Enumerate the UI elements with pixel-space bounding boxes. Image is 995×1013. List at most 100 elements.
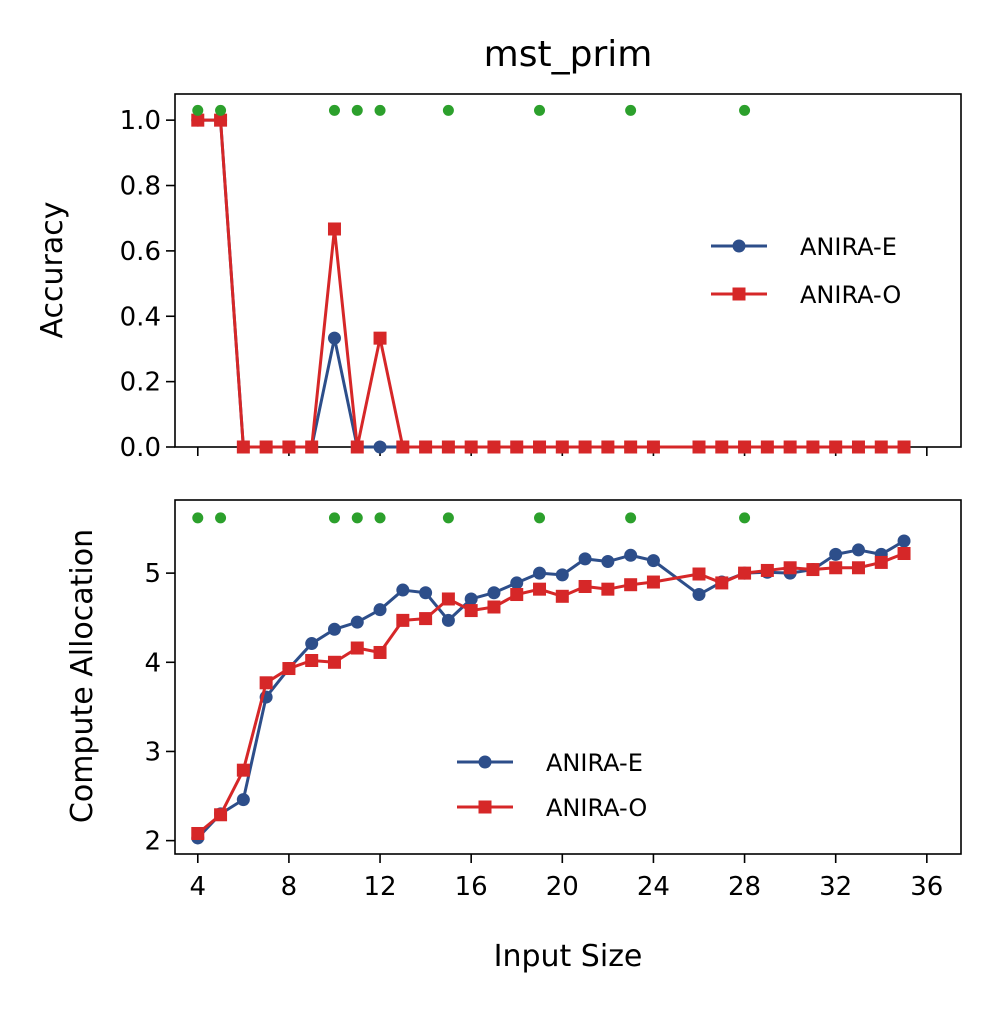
highlight-marker <box>215 104 227 116</box>
panel-0: 0.0 0.2 0.4 0.6 0.8 1.0 ANIRA-E ANIRA-O <box>120 93 962 463</box>
y-tick-label: 5 <box>144 559 161 589</box>
legend-marker-anira-o <box>732 287 746 301</box>
highlight-marker <box>739 512 751 524</box>
x-tick-label: 8 <box>281 872 298 902</box>
data-point-anira-o <box>897 440 911 454</box>
data-point-anira-o <box>441 592 455 606</box>
highlight-marker <box>442 512 454 524</box>
highlight-marker <box>739 104 751 116</box>
data-point-anira-o <box>305 440 319 454</box>
data-point-anira-o <box>396 613 410 627</box>
data-point-anira-e <box>692 588 706 602</box>
data-point-anira-o <box>874 440 888 454</box>
data-point-anira-e <box>441 613 455 627</box>
data-point-anira-o <box>555 589 569 603</box>
plot-frame <box>174 499 962 855</box>
legend-marker-anira-e <box>732 239 746 253</box>
data-point-anira-o <box>692 567 706 581</box>
data-point-anira-o <box>464 604 478 618</box>
chart-title: mst_prim <box>484 34 653 75</box>
data-point-anira-o <box>441 440 455 454</box>
data-point-anira-o <box>646 440 660 454</box>
highlight-marker <box>192 512 204 524</box>
series-line-anira-o <box>196 552 905 835</box>
data-point-anira-e <box>305 637 319 651</box>
data-point-anira-o <box>373 331 387 345</box>
data-point-anira-o <box>396 440 410 454</box>
y-tick-label: 1.0 <box>120 106 161 136</box>
data-point-anira-e <box>601 555 615 569</box>
x-tick-label: 32 <box>819 872 852 902</box>
data-point-anira-e <box>373 603 387 617</box>
series-line-anira-o <box>197 118 905 449</box>
legend-label-anira-e: ANIRA-E <box>800 233 897 261</box>
data-point-anira-e <box>555 568 569 582</box>
highlight-marker <box>328 104 340 116</box>
data-point-anira-o <box>236 763 250 777</box>
data-point-anira-o <box>282 662 296 676</box>
data-point-anira-o <box>715 440 729 454</box>
data-point-anira-e <box>487 586 501 600</box>
data-point-anira-o <box>829 440 843 454</box>
data-point-anira-o <box>692 440 706 454</box>
x-axis-label: Input Size <box>494 939 643 974</box>
data-point-anira-o <box>783 561 797 575</box>
panel-1: 2 3 4 5 4 8 12 16 20 24 28 32 36 ANIRA-E ANIRA-O <box>144 499 962 902</box>
x-tick-label: 4 <box>190 872 207 902</box>
data-point-anira-o <box>851 561 865 575</box>
data-point-anira-e <box>829 547 843 561</box>
data-point-anira-o <box>350 440 364 454</box>
y-tick-label: 2 <box>144 827 161 857</box>
x-tick-label: 36 <box>910 872 943 902</box>
y-tick-label: 0.2 <box>120 368 161 398</box>
x-tick-label: 28 <box>728 872 761 902</box>
data-point-anira-o <box>510 588 524 602</box>
highlight-marker <box>442 104 454 116</box>
accuracy-y-axis-label: Accuracy <box>35 202 70 339</box>
y-tick-label: 0.0 <box>120 433 161 463</box>
data-point-anira-o <box>191 826 205 840</box>
highlight-marker <box>215 512 227 524</box>
highlight-marker <box>625 512 637 524</box>
data-point-anira-o <box>601 440 615 454</box>
data-point-anira-e <box>533 566 547 580</box>
data-point-anira-e <box>464 592 478 606</box>
legend-label-anira-o: ANIRA-O <box>546 794 647 822</box>
data-point-anira-e <box>327 622 341 636</box>
data-point-anira-o <box>533 440 547 454</box>
data-point-anira-o <box>327 655 341 669</box>
legend-label-anira-e: ANIRA-E <box>546 749 643 777</box>
highlight-marker <box>374 104 386 116</box>
y-tick-label: 4 <box>144 648 161 678</box>
data-point-anira-o <box>624 578 638 592</box>
data-point-anira-o <box>555 440 569 454</box>
data-point-anira-o <box>214 808 228 822</box>
data-point-anira-e <box>396 583 410 597</box>
data-point-anira-o <box>578 579 592 593</box>
legend-marker-anira-o <box>478 800 492 814</box>
data-point-anira-o <box>487 600 501 614</box>
data-point-anira-o <box>533 582 547 596</box>
data-point-anira-e <box>624 548 638 562</box>
series-line-anira-e <box>197 118 905 449</box>
data-point-anira-o <box>578 440 592 454</box>
data-point-anira-e <box>851 543 865 557</box>
x-tick-label: 24 <box>637 872 670 902</box>
plot-layer: 0.0 0.2 0.4 0.6 0.8 1.0 ANIRA-E ANIRA-O 2 3 4 5 4 8 12… <box>120 93 962 902</box>
highlight-marker <box>328 512 340 524</box>
highlight-marker <box>351 104 363 116</box>
y-tick-label: 0.4 <box>120 302 161 332</box>
data-point-anira-o <box>897 547 911 561</box>
x-tick-label: 12 <box>363 872 396 902</box>
data-point-anira-o <box>806 563 820 577</box>
data-point-anira-o <box>738 566 752 580</box>
data-point-anira-e <box>373 440 387 454</box>
data-point-anira-o <box>874 555 888 569</box>
data-point-anira-o <box>214 113 228 127</box>
data-point-anira-o <box>738 440 752 454</box>
data-point-anira-o <box>236 440 250 454</box>
data-point-anira-o <box>646 575 660 589</box>
data-point-anira-o <box>373 645 387 659</box>
